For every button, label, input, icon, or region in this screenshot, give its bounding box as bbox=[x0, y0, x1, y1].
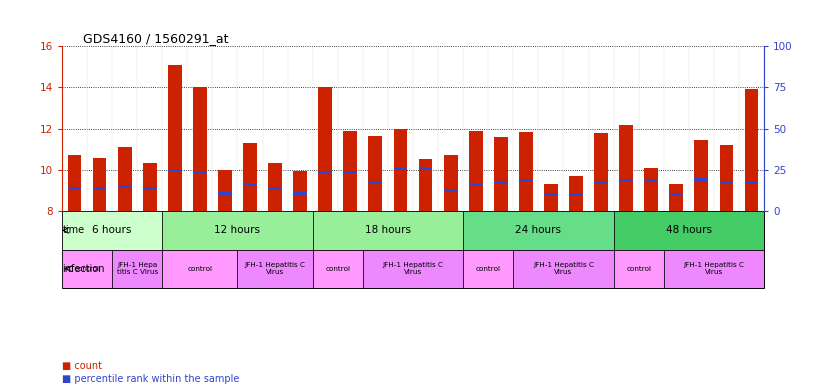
Text: 6 hours: 6 hours bbox=[93, 225, 132, 235]
Bar bbox=[469, 131, 482, 211]
Text: control: control bbox=[325, 266, 350, 272]
Bar bbox=[620, 179, 633, 182]
Bar bbox=[243, 183, 257, 186]
Bar bbox=[238, 250, 313, 288]
Text: control: control bbox=[74, 266, 99, 272]
Bar bbox=[143, 187, 157, 190]
Text: 48 hours: 48 hours bbox=[666, 225, 712, 235]
Bar bbox=[644, 168, 658, 211]
Bar bbox=[318, 170, 332, 173]
Bar bbox=[519, 179, 533, 182]
Text: GDS4160 / 1560291_at: GDS4160 / 1560291_at bbox=[83, 32, 229, 45]
Bar bbox=[494, 181, 508, 184]
Bar bbox=[419, 159, 433, 211]
Bar bbox=[68, 187, 82, 190]
Bar bbox=[744, 89, 758, 211]
Bar bbox=[594, 181, 608, 184]
Bar bbox=[62, 250, 112, 288]
Bar bbox=[268, 187, 282, 190]
Bar bbox=[68, 156, 82, 211]
Bar bbox=[368, 136, 382, 211]
Bar bbox=[569, 194, 583, 196]
Bar bbox=[719, 145, 733, 211]
Bar bbox=[218, 192, 232, 195]
Bar bbox=[393, 167, 407, 170]
Bar bbox=[644, 179, 658, 182]
Bar bbox=[293, 171, 307, 211]
Bar bbox=[118, 147, 131, 211]
Text: JFH-1 Hepatitis C
Virus: JFH-1 Hepatitis C Virus bbox=[683, 262, 744, 275]
Bar bbox=[519, 132, 533, 211]
Bar bbox=[594, 133, 608, 211]
Bar bbox=[93, 187, 107, 190]
Text: control: control bbox=[188, 266, 212, 272]
Bar bbox=[168, 65, 182, 211]
Bar bbox=[143, 163, 157, 211]
Bar bbox=[494, 137, 508, 211]
Bar bbox=[669, 194, 683, 196]
Bar bbox=[363, 250, 463, 288]
Bar bbox=[544, 184, 558, 211]
Text: time: time bbox=[63, 225, 84, 235]
Bar bbox=[620, 124, 633, 211]
Bar bbox=[463, 211, 614, 250]
Text: JFH-1 Hepatitis C
Virus: JFH-1 Hepatitis C Virus bbox=[244, 262, 306, 275]
Bar bbox=[243, 143, 257, 211]
Text: JFH-1 Hepa
titis C Virus: JFH-1 Hepa titis C Virus bbox=[116, 262, 158, 275]
Bar bbox=[719, 181, 733, 184]
Bar bbox=[313, 250, 363, 288]
Text: JFH-1 Hepatitis C
Virus: JFH-1 Hepatitis C Virus bbox=[382, 262, 444, 275]
Text: control: control bbox=[476, 266, 501, 272]
Bar bbox=[614, 211, 764, 250]
Text: control: control bbox=[626, 266, 651, 272]
Bar bbox=[444, 156, 458, 211]
Bar bbox=[313, 211, 463, 250]
Bar bbox=[469, 183, 482, 186]
Bar bbox=[393, 129, 407, 211]
Text: 18 hours: 18 hours bbox=[365, 225, 411, 235]
Bar bbox=[93, 157, 107, 211]
Bar bbox=[344, 170, 357, 173]
Bar bbox=[193, 88, 206, 211]
Bar bbox=[344, 131, 357, 211]
Bar bbox=[118, 185, 131, 188]
Text: infection: infection bbox=[63, 264, 105, 274]
Text: ■ count: ■ count bbox=[62, 361, 102, 371]
Bar bbox=[218, 170, 232, 211]
Bar bbox=[744, 181, 758, 184]
Bar bbox=[513, 250, 614, 288]
Text: JFH-1 Hepatitis C
Virus: JFH-1 Hepatitis C Virus bbox=[533, 262, 594, 275]
Bar bbox=[318, 88, 332, 211]
Bar bbox=[112, 250, 162, 288]
Text: 12 hours: 12 hours bbox=[215, 225, 260, 235]
Bar bbox=[444, 189, 458, 192]
Bar bbox=[569, 176, 583, 211]
Bar bbox=[463, 250, 513, 288]
Bar bbox=[168, 169, 182, 171]
Bar bbox=[162, 211, 313, 250]
Bar bbox=[62, 211, 162, 250]
Bar bbox=[268, 163, 282, 211]
Bar bbox=[695, 140, 708, 211]
Bar bbox=[544, 194, 558, 196]
Bar bbox=[695, 178, 708, 180]
Bar bbox=[368, 181, 382, 184]
Bar bbox=[669, 184, 683, 211]
Bar bbox=[293, 192, 307, 195]
Bar bbox=[162, 250, 238, 288]
Bar bbox=[419, 167, 433, 170]
Text: ■ percentile rank within the sample: ■ percentile rank within the sample bbox=[62, 374, 240, 384]
Bar bbox=[664, 250, 764, 288]
Bar bbox=[193, 170, 206, 173]
Text: 24 hours: 24 hours bbox=[515, 225, 562, 235]
Bar bbox=[614, 250, 664, 288]
